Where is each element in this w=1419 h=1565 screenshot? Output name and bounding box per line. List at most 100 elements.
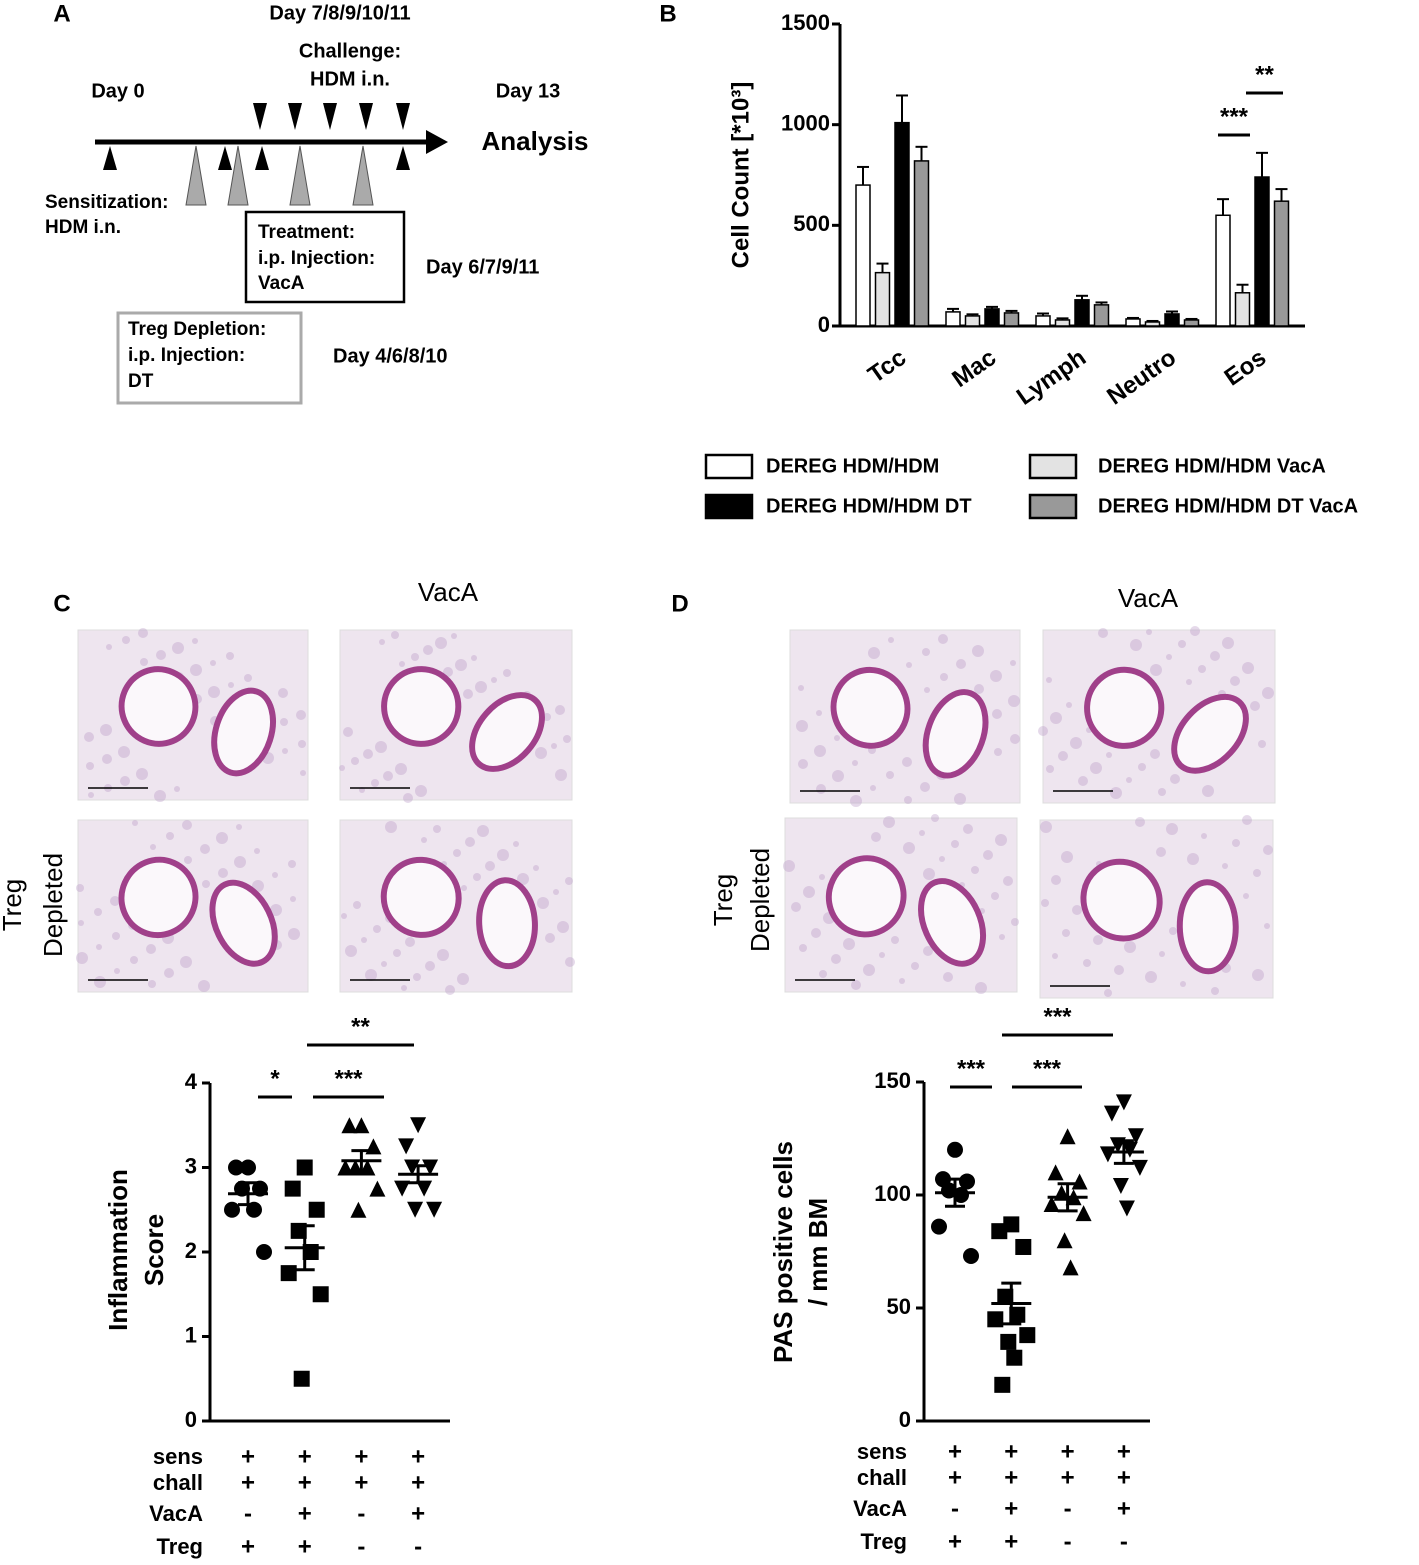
histology-airway <box>476 877 538 970</box>
histology-texture <box>938 634 948 644</box>
histology-texture <box>1010 660 1016 666</box>
challenge-marker <box>359 103 373 130</box>
histology-airway <box>209 879 278 967</box>
histology-texture <box>1243 893 1249 899</box>
histology-texture <box>843 938 855 950</box>
y-tick-label: 100 <box>874 1181 911 1206</box>
histology-texture <box>1008 695 1020 707</box>
treatment-marker <box>289 145 311 206</box>
histology-texture <box>106 644 112 650</box>
histology-texture <box>202 880 210 888</box>
histology-texture <box>811 928 821 938</box>
point <box>1000 1333 1017 1350</box>
histology-texture <box>1158 788 1166 796</box>
histology-texture <box>473 873 481 881</box>
histology-texture <box>236 824 242 830</box>
depletion-box <box>116 311 303 405</box>
point <box>1047 1164 1064 1181</box>
legend-swatch <box>1028 453 1078 480</box>
point <box>1056 1232 1073 1249</box>
column-label: VacA <box>1118 583 1179 613</box>
histology-texture <box>555 769 567 781</box>
point <box>1006 1349 1023 1366</box>
treatment-label: i.p. Injection: <box>258 248 375 269</box>
condition-label: VacA <box>149 1501 203 1526</box>
histology-texture <box>834 735 840 741</box>
histology-texture <box>1150 749 1160 759</box>
histology-texture <box>1106 752 1112 758</box>
point <box>959 1173 975 1190</box>
point <box>987 1311 1004 1328</box>
day-label: Day 4/6/8/10 <box>333 345 448 367</box>
histology-texture <box>190 664 202 676</box>
panel-label: B <box>659 0 676 27</box>
y-tick-label: 2 <box>185 1238 197 1263</box>
point <box>296 1159 313 1176</box>
histology-texture <box>1169 927 1177 935</box>
legend-swatch <box>704 493 754 520</box>
x-tick-label: Tcc <box>863 344 911 389</box>
histology-texture <box>471 655 477 661</box>
histology-texture <box>992 709 1002 719</box>
histology-texture <box>1166 654 1172 660</box>
sensitization-marker <box>218 146 232 170</box>
histology-texture <box>122 636 130 644</box>
histology-texture <box>899 978 905 984</box>
histology-texture <box>339 765 345 771</box>
histology-texture <box>363 749 373 759</box>
histology-texture <box>819 970 827 978</box>
histology-texture <box>453 849 461 857</box>
point <box>308 1201 325 1218</box>
histology-texture <box>814 745 826 757</box>
condition-value: + <box>1061 1438 1075 1465</box>
point <box>369 1180 386 1197</box>
point <box>1015 1238 1032 1255</box>
histology-texture <box>852 760 858 766</box>
histology-airway <box>469 692 545 772</box>
histology-texture <box>1038 726 1048 736</box>
significance-label: * <box>270 1065 280 1092</box>
histology-texture <box>1114 965 1124 975</box>
histology-texture <box>1062 929 1070 937</box>
histology-texture <box>1180 981 1186 987</box>
bar <box>1144 321 1161 327</box>
point <box>1099 1146 1116 1163</box>
bar <box>964 315 981 327</box>
histology-texture <box>1072 905 1082 915</box>
bar <box>855 184 871 327</box>
x-tick-label: Eos <box>1220 344 1272 391</box>
histology-texture <box>888 637 894 643</box>
histology-texture <box>86 762 94 770</box>
day-label: Day 13 <box>496 80 561 102</box>
histology-texture <box>537 897 549 909</box>
histology-texture <box>234 856 246 868</box>
histology-texture <box>863 964 875 976</box>
bar <box>1074 299 1090 327</box>
histology-texture <box>1051 875 1061 885</box>
histology-texture <box>254 848 260 854</box>
histology-texture <box>1135 817 1145 827</box>
bar <box>1254 176 1270 327</box>
panel-label: C <box>53 590 70 617</box>
condition-value: + <box>354 1443 368 1470</box>
histology-texture <box>166 832 174 840</box>
y-axis-label: PAS positive cells <box>768 1141 798 1363</box>
histology-texture <box>1166 823 1178 835</box>
histology-texture <box>1252 969 1264 981</box>
treatment-marker <box>352 145 374 206</box>
histology-texture <box>341 913 347 919</box>
histology-texture <box>1061 851 1073 863</box>
condition-value: + <box>948 1464 962 1491</box>
histology-texture <box>375 741 387 753</box>
histology-texture <box>451 633 457 639</box>
histology-airway <box>830 666 911 749</box>
histology-texture <box>415 785 427 797</box>
histology-texture <box>994 748 1002 756</box>
condition-value: + <box>1061 1464 1075 1491</box>
histology-texture <box>911 962 919 970</box>
y-tick-label: 1 <box>185 1322 197 1347</box>
histology-texture <box>906 662 912 668</box>
legend-swatch <box>704 453 754 480</box>
histology-texture <box>1242 815 1252 825</box>
y-axis-label: Cell Count [*10³] <box>727 82 754 269</box>
